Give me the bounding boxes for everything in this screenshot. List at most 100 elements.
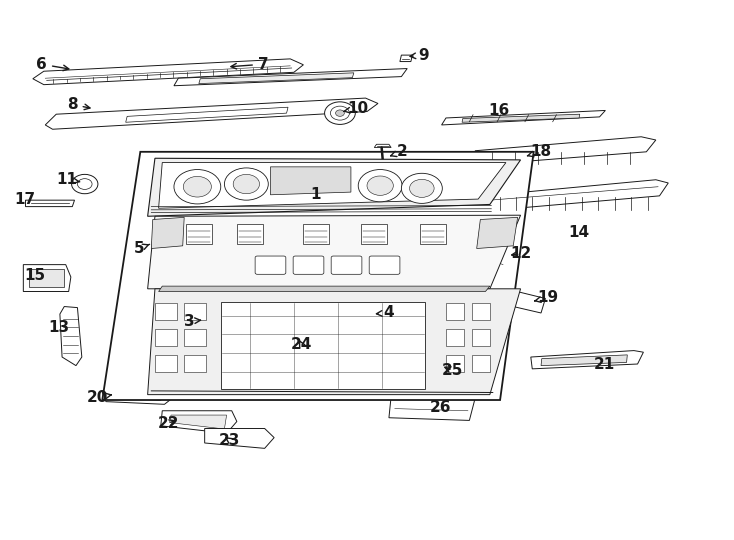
Bar [184,329,206,346]
Polygon shape [475,137,656,165]
Polygon shape [199,73,354,84]
Polygon shape [513,292,545,313]
Polygon shape [113,389,162,401]
Polygon shape [541,355,628,366]
Circle shape [77,179,92,190]
Bar [446,303,464,321]
Polygon shape [148,289,520,395]
Circle shape [358,170,402,202]
Bar [155,329,177,346]
Polygon shape [400,55,413,62]
Polygon shape [270,167,351,195]
Text: 14: 14 [569,225,589,240]
Text: 6: 6 [36,57,69,72]
Text: 9: 9 [410,48,429,63]
Circle shape [174,170,221,204]
Text: 26: 26 [429,400,451,415]
Polygon shape [186,224,212,244]
Polygon shape [161,411,237,433]
Text: 19: 19 [535,291,559,306]
FancyBboxPatch shape [331,256,362,274]
Polygon shape [389,396,475,421]
FancyBboxPatch shape [293,256,324,274]
Text: 12: 12 [510,246,531,261]
Polygon shape [462,114,580,122]
Polygon shape [361,312,377,322]
Bar [184,303,206,321]
Polygon shape [487,210,509,266]
Polygon shape [102,152,534,400]
Circle shape [401,173,443,204]
Polygon shape [26,200,75,207]
Bar [184,355,206,372]
Circle shape [184,177,211,197]
Polygon shape [302,224,329,244]
Polygon shape [60,307,81,366]
Circle shape [410,179,434,197]
Polygon shape [159,286,490,292]
Text: 13: 13 [48,320,70,335]
Circle shape [485,152,500,163]
Bar [471,355,490,372]
Text: 16: 16 [488,103,509,118]
Text: 4: 4 [377,306,394,320]
Text: 10: 10 [344,102,368,116]
Polygon shape [484,180,668,211]
Text: 5: 5 [134,241,150,256]
Polygon shape [159,163,506,208]
Text: 8: 8 [67,97,90,112]
Bar [155,355,177,372]
Text: 23: 23 [219,433,240,448]
Text: 17: 17 [14,192,35,207]
Polygon shape [285,330,344,379]
Bar [471,329,490,346]
Bar [446,329,464,346]
Text: 18: 18 [528,144,551,159]
Text: 20: 20 [87,390,112,405]
Polygon shape [205,428,274,448]
Polygon shape [33,59,303,85]
Polygon shape [361,224,388,244]
FancyBboxPatch shape [369,256,400,274]
Circle shape [225,168,269,200]
Text: 7: 7 [231,57,269,72]
Polygon shape [126,107,288,122]
Text: 3: 3 [184,314,200,328]
Text: 22: 22 [157,416,179,430]
Text: 25: 25 [442,363,463,378]
Polygon shape [237,224,264,244]
FancyBboxPatch shape [255,256,286,274]
Text: 1: 1 [310,187,321,202]
Text: 21: 21 [593,356,614,372]
Polygon shape [382,353,469,388]
Polygon shape [29,269,64,287]
Polygon shape [23,265,71,292]
Polygon shape [46,98,378,129]
Bar [446,355,464,372]
Polygon shape [531,350,644,369]
Circle shape [324,102,355,124]
Polygon shape [420,224,446,244]
Circle shape [199,314,218,327]
Text: 11: 11 [56,172,80,187]
Bar [155,303,177,321]
Circle shape [72,174,98,194]
Circle shape [330,106,349,120]
Text: 2: 2 [390,144,407,159]
Bar [471,303,490,321]
Text: 24: 24 [291,336,312,352]
Polygon shape [170,415,227,429]
Polygon shape [221,302,426,389]
Polygon shape [102,386,177,404]
Circle shape [233,174,260,194]
Circle shape [367,176,393,195]
Text: 15: 15 [24,268,46,283]
Polygon shape [476,218,517,248]
Circle shape [335,110,344,116]
Polygon shape [442,111,606,125]
Polygon shape [374,144,391,147]
Polygon shape [148,158,520,217]
Polygon shape [174,69,407,86]
Polygon shape [148,215,520,289]
Polygon shape [151,218,184,248]
